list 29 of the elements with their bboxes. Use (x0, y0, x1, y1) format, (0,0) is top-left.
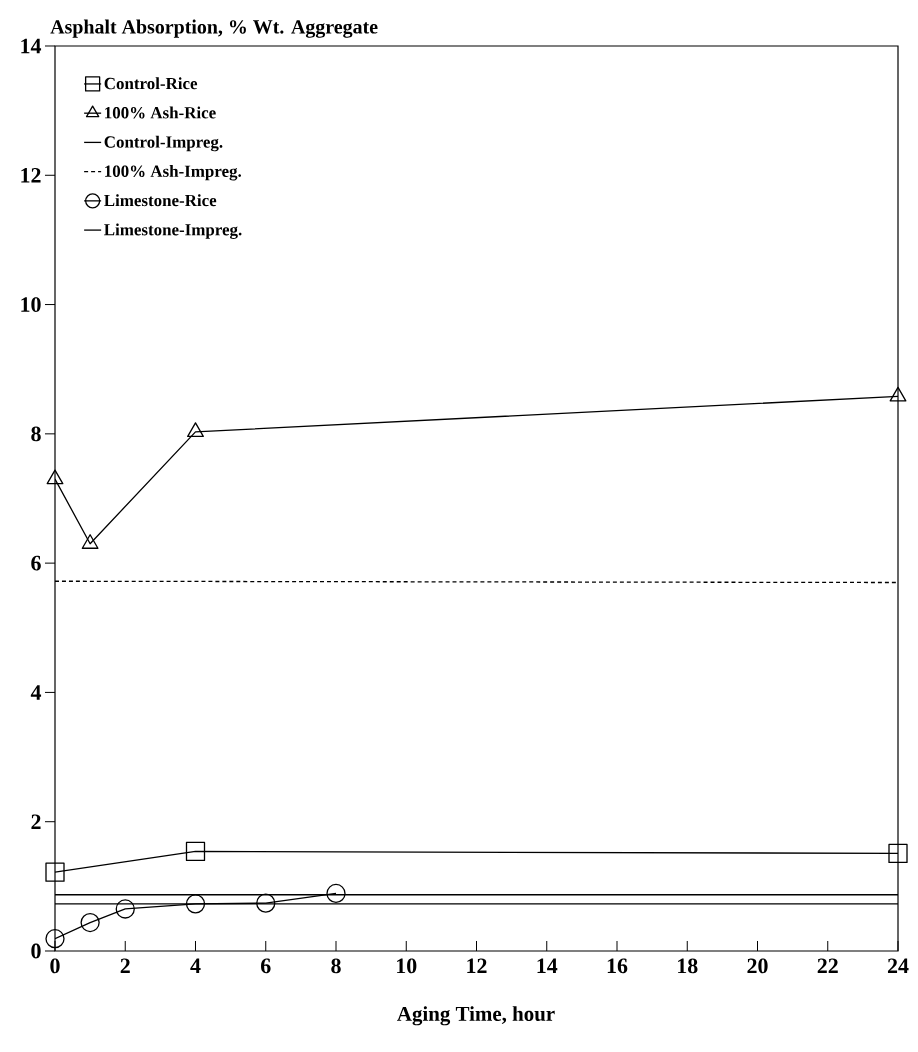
x-axis-title: Aging Time, hour (397, 1006, 555, 1026)
y-axis-title: Asphalt Absorption, % Wt. Aggregate (50, 19, 378, 38)
legend-label: Limestone-Rice (104, 194, 217, 207)
x-tick-label: 6 (261, 958, 271, 974)
x-tick-label: 22 (817, 958, 838, 974)
legend-label: Control-Rice (104, 77, 198, 90)
y-tick-label: 14 (21, 38, 42, 54)
legend-label: Limestone-Impreg. (104, 223, 242, 239)
legend-label: Control-Impreg. (104, 135, 223, 152)
x-tick-label: 18 (678, 958, 698, 974)
x-tick-label: 0 (50, 958, 60, 974)
legend-label: 100% Ash-Impreg. (105, 165, 242, 181)
x-tick-label: 4 (190, 958, 201, 973)
x-tick-label: 16 (607, 958, 628, 974)
x-tick-label: 20 (747, 958, 768, 974)
y-tick-label: 12 (21, 168, 41, 183)
x-tick-label: 24 (887, 958, 909, 974)
y-tick-label: 4 (30, 685, 42, 700)
x-tick-label: 10 (397, 958, 417, 974)
x-tick-label: 8 (331, 958, 341, 974)
x-tick-label: 12 (467, 958, 487, 974)
y-tick-label: 8 (31, 426, 41, 442)
y-tick-label: 2 (31, 814, 41, 829)
y-tick-label: 10 (21, 297, 41, 312)
x-tick-label: 2 (120, 958, 130, 974)
y-tick-label: 6 (31, 555, 41, 571)
legend-label: 100% Ash-Rice (105, 106, 216, 119)
y-tick-label: 0 (31, 943, 41, 959)
x-tick-label: 14 (537, 958, 558, 973)
